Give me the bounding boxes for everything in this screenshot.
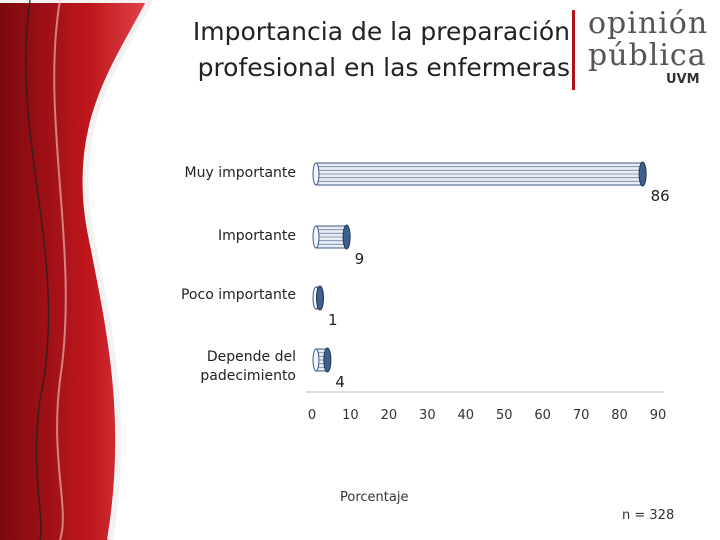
- x-tick-label-3: 30: [419, 408, 436, 423]
- bar-cap-left-0: [312, 162, 320, 186]
- x-tick-label-9: 90: [650, 408, 667, 423]
- bar-cap-right-2: [316, 285, 324, 311]
- logo-text-3: UVM: [666, 72, 700, 87]
- x-axis-title: Porcentaje: [340, 490, 409, 505]
- bar-cap-right-0: [638, 161, 647, 187]
- x-tick-label-4: 40: [458, 408, 475, 423]
- bar-cap-left-3: [312, 348, 320, 372]
- logo-text-2: pública: [588, 38, 707, 73]
- value-label-1: 9: [355, 250, 365, 268]
- title-line-1: Importancia de la preparación: [192, 17, 570, 46]
- opinion-publica-logo: opinión pública UVM: [580, 6, 710, 92]
- bar-cap-left-1: [312, 225, 320, 249]
- x-tick-label-5: 50: [496, 408, 513, 423]
- category-label-2: Poco importante: [180, 287, 296, 303]
- bar-1: [312, 224, 351, 250]
- x-tick-label-7: 70: [573, 408, 590, 423]
- title-line-2: profesional en las enfermeras: [197, 53, 570, 82]
- category-label-3: Depende del padecimiento: [200, 349, 296, 384]
- sample-size-note: n = 328: [622, 508, 675, 523]
- bar-cap-right-3: [323, 347, 332, 373]
- x-tick-label-0: 0: [308, 408, 316, 423]
- value-label-0: 86: [651, 187, 670, 205]
- bar-cap-right-1: [342, 224, 351, 250]
- value-label-2: 1: [328, 311, 338, 329]
- x-tick-label-1: 10: [342, 408, 359, 423]
- logo-text-1: opinión: [588, 6, 709, 41]
- category-label-0: Muy importante: [184, 165, 296, 181]
- category-label-1: Importante: [217, 228, 296, 244]
- bar-2: [312, 285, 324, 311]
- logo-divider: [572, 10, 575, 90]
- bar-3: [312, 347, 332, 373]
- slide-title: Importancia de la preparación profesiona…: [150, 14, 570, 86]
- value-label-3: 4: [335, 373, 345, 391]
- x-tick-label-6: 60: [534, 408, 551, 423]
- x-tick-label-2: 20: [381, 408, 398, 423]
- bar-0: [312, 161, 647, 187]
- x-tick-label-8: 80: [611, 408, 628, 423]
